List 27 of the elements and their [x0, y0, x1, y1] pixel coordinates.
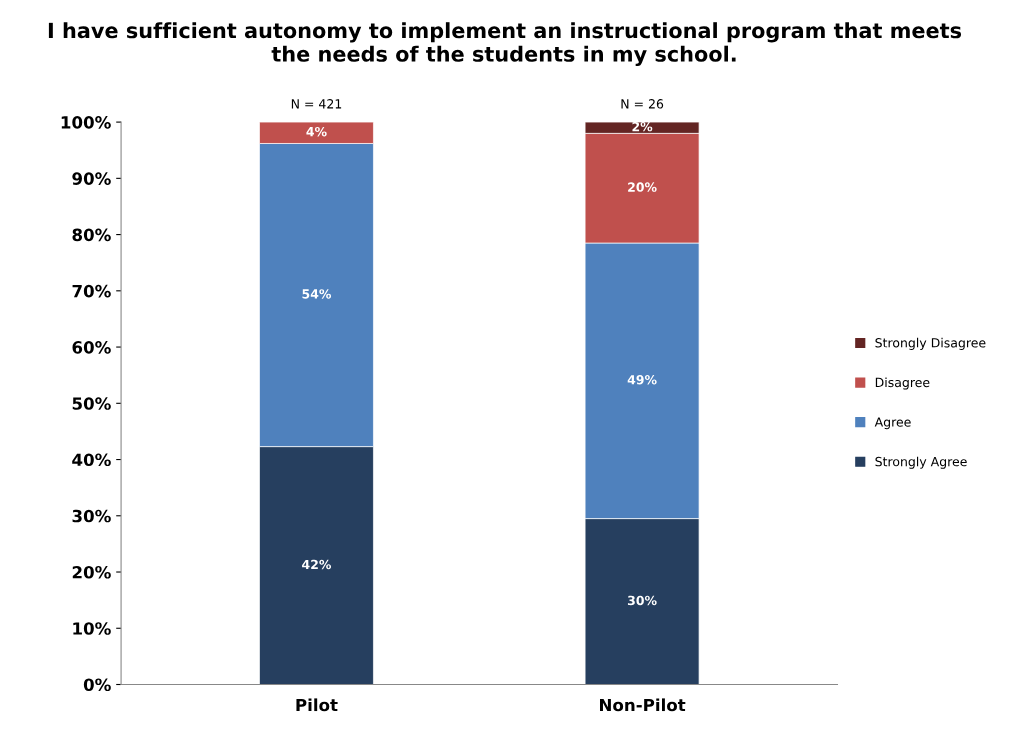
y-tick-label: 100% [61, 116, 111, 129]
y-tick-label: 80% [72, 228, 111, 242]
data-label: 4% [306, 126, 327, 137]
data-label: 30% [627, 595, 657, 606]
y-tick-label: 30% [72, 509, 111, 523]
y-tick-label: 70% [72, 284, 111, 298]
legend-label: Disagree [875, 377, 930, 390]
legend-label: Agree [874, 417, 911, 430]
y-tick-label: 90% [72, 172, 111, 185]
y-tick-label: 20% [72, 565, 111, 579]
data-label: 54% [302, 289, 332, 299]
y-tick-label: 0% [83, 678, 111, 692]
y-tick-label: 50% [72, 397, 111, 410]
chart-title: I have sufficient autonomy to implement an instructional program that meets the needs of the students in my school. [48, 22, 962, 67]
x-tick-label: Non-Pilot [600, 698, 686, 712]
annotation: N = 26 [621, 99, 664, 109]
y-tick-label: 60% [72, 341, 111, 354]
annotation: N = 421 [291, 99, 342, 109]
legend-label: Strongly Disagree [875, 337, 986, 350]
legend-label: Strongly Agree [875, 456, 967, 469]
y-tick-label: 40% [72, 453, 111, 467]
data-label: 20% [628, 182, 657, 192]
y-tick-label: 10% [73, 622, 111, 635]
data-label: 2% [632, 121, 653, 132]
data-label: 42% [302, 559, 332, 570]
x-tick-label: Pilot [296, 698, 338, 712]
data-label: 49% [627, 374, 657, 385]
